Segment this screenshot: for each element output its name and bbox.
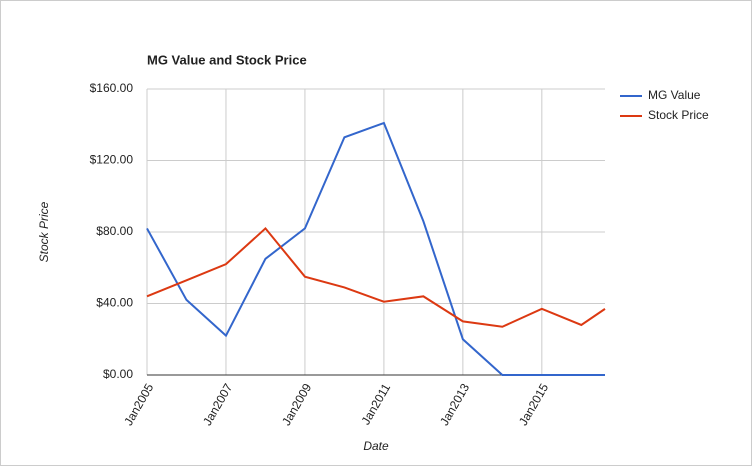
y-axis-label: Stock Price [37, 201, 51, 262]
y-tick-label: $80.00 [96, 224, 133, 238]
legend-label: Stock Price [648, 108, 709, 122]
x-axis-label: Date [363, 439, 389, 453]
y-tick-label: $40.00 [96, 296, 133, 310]
legend-label: MG Value [648, 88, 701, 102]
y-tick-label: $0.00 [103, 367, 133, 381]
chart-title: MG Value and Stock Price [147, 52, 307, 67]
series-line [146, 121, 605, 376]
y-tick-label: $120.00 [90, 153, 134, 167]
y-tick-label: $160.00 [90, 81, 134, 95]
series-line [146, 226, 606, 328]
